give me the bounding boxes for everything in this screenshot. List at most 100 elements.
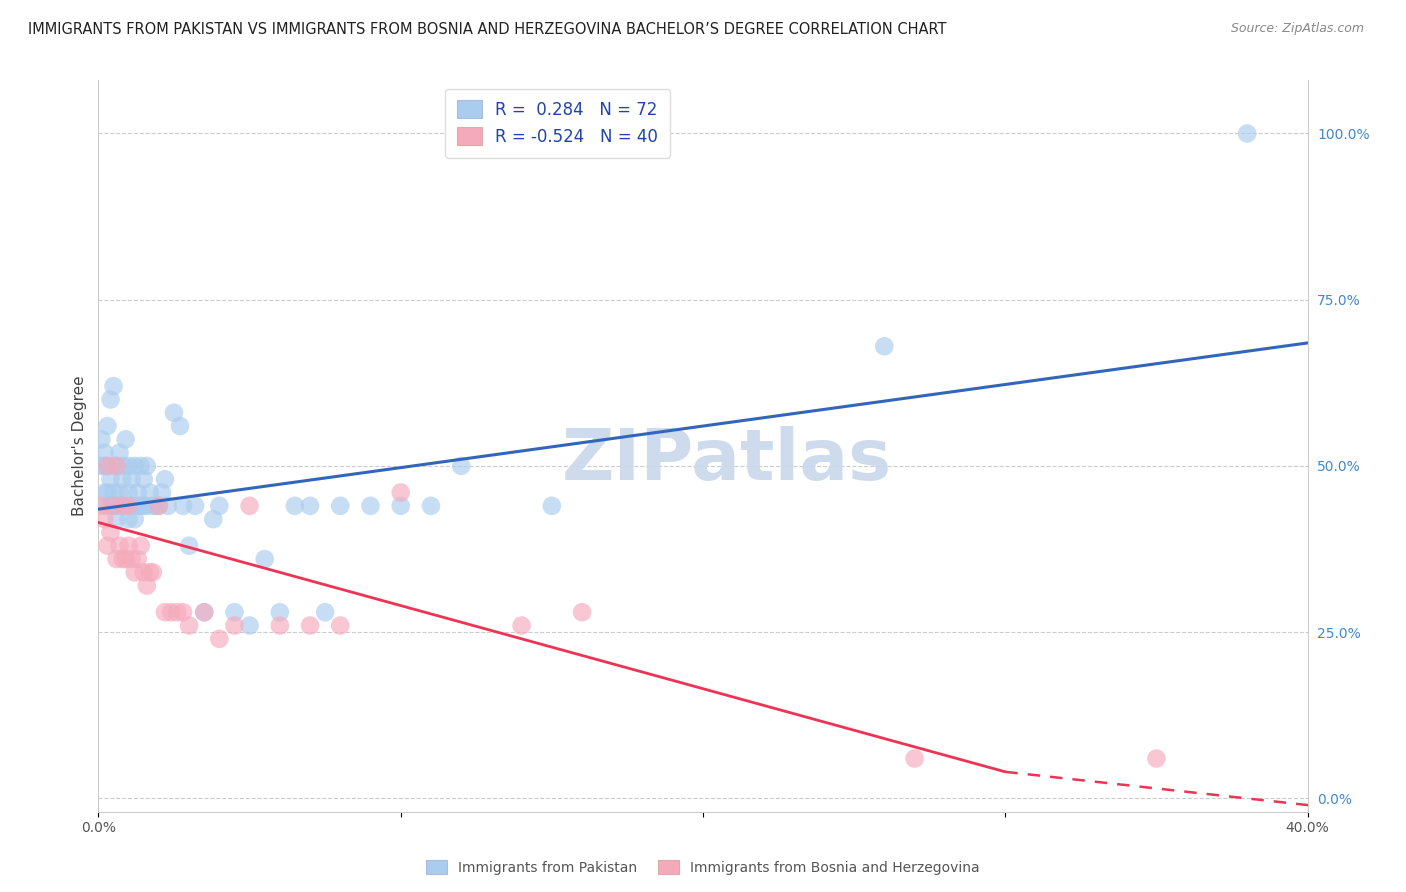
Point [90, 458, 112, 473]
Point [153, 472, 176, 486]
Point [193, 605, 215, 619]
Point [904, 751, 927, 765]
Point [118, 499, 141, 513]
Point [160, 605, 183, 619]
Point [127, 499, 149, 513]
Point [100, 392, 122, 407]
Point [132, 472, 155, 486]
Point [124, 512, 146, 526]
Point [208, 499, 231, 513]
Point [420, 499, 443, 513]
Point [193, 605, 215, 619]
Point [118, 485, 141, 500]
Point [172, 499, 194, 513]
Point [96, 499, 118, 513]
Point [202, 512, 225, 526]
Point [129, 499, 152, 513]
Point [142, 566, 165, 580]
Point [108, 499, 131, 513]
Point [132, 499, 155, 513]
Point [108, 445, 131, 459]
Point [114, 552, 136, 566]
Point [103, 379, 125, 393]
Text: Source: ZipAtlas.com: Source: ZipAtlas.com [1230, 22, 1364, 36]
Point [93, 485, 115, 500]
Text: IMMIGRANTS FROM PAKISTAN VS IMMIGRANTS FROM BOSNIA AND HERZEGOVINA BACHELOR’S DE: IMMIGRANTS FROM PAKISTAN VS IMMIGRANTS F… [28, 22, 946, 37]
Point [1236, 127, 1258, 141]
Point [329, 618, 352, 632]
Point [90, 499, 112, 513]
Point [111, 472, 134, 486]
Point [96, 458, 118, 473]
Point [150, 485, 173, 500]
Point [208, 632, 231, 646]
Point [510, 618, 533, 632]
Point [132, 566, 155, 580]
Legend: Immigrants from Pakistan, Immigrants from Bosnia and Herzegovina: Immigrants from Pakistan, Immigrants fro… [420, 855, 986, 880]
Point [121, 552, 143, 566]
Point [105, 512, 128, 526]
Point [224, 605, 246, 619]
Point [269, 605, 291, 619]
Point [284, 499, 307, 513]
Point [169, 419, 191, 434]
Point [873, 339, 896, 353]
Point [239, 499, 262, 513]
Point [163, 406, 186, 420]
Point [127, 552, 149, 566]
Point [329, 499, 352, 513]
Point [145, 499, 167, 513]
Point [135, 458, 157, 473]
Point [142, 499, 165, 513]
Point [105, 458, 128, 473]
Point [105, 499, 128, 513]
Point [121, 472, 143, 486]
Point [118, 539, 141, 553]
Point [224, 618, 246, 632]
Point [111, 552, 134, 566]
Point [103, 458, 125, 473]
Point [127, 485, 149, 500]
Point [135, 579, 157, 593]
Point [139, 566, 162, 580]
Point [179, 539, 201, 553]
Point [571, 605, 593, 619]
Point [100, 499, 122, 513]
Point [93, 445, 115, 459]
Point [184, 499, 207, 513]
Point [239, 618, 262, 632]
Point [172, 605, 194, 619]
Point [114, 499, 136, 513]
Point [103, 499, 125, 513]
Point [124, 458, 146, 473]
Point [103, 499, 125, 513]
Point [148, 499, 170, 513]
Point [148, 499, 170, 513]
Point [124, 566, 146, 580]
Point [96, 485, 118, 500]
Point [105, 552, 128, 566]
Point [105, 458, 128, 473]
Point [114, 433, 136, 447]
Point [253, 552, 276, 566]
Point [389, 485, 412, 500]
Point [129, 458, 152, 473]
Point [299, 618, 322, 632]
Point [156, 499, 179, 513]
Point [121, 499, 143, 513]
Point [93, 512, 115, 526]
Point [269, 618, 291, 632]
Point [111, 499, 134, 513]
Point [111, 499, 134, 513]
Y-axis label: Bachelor's Degree: Bachelor's Degree [72, 376, 87, 516]
Point [179, 618, 201, 632]
Point [1144, 751, 1167, 765]
Point [389, 499, 412, 513]
Point [360, 499, 382, 513]
Point [103, 485, 125, 500]
Point [118, 458, 141, 473]
Text: ZIPatlas: ZIPatlas [562, 426, 893, 495]
Point [100, 525, 122, 540]
Point [129, 539, 152, 553]
Point [314, 605, 336, 619]
